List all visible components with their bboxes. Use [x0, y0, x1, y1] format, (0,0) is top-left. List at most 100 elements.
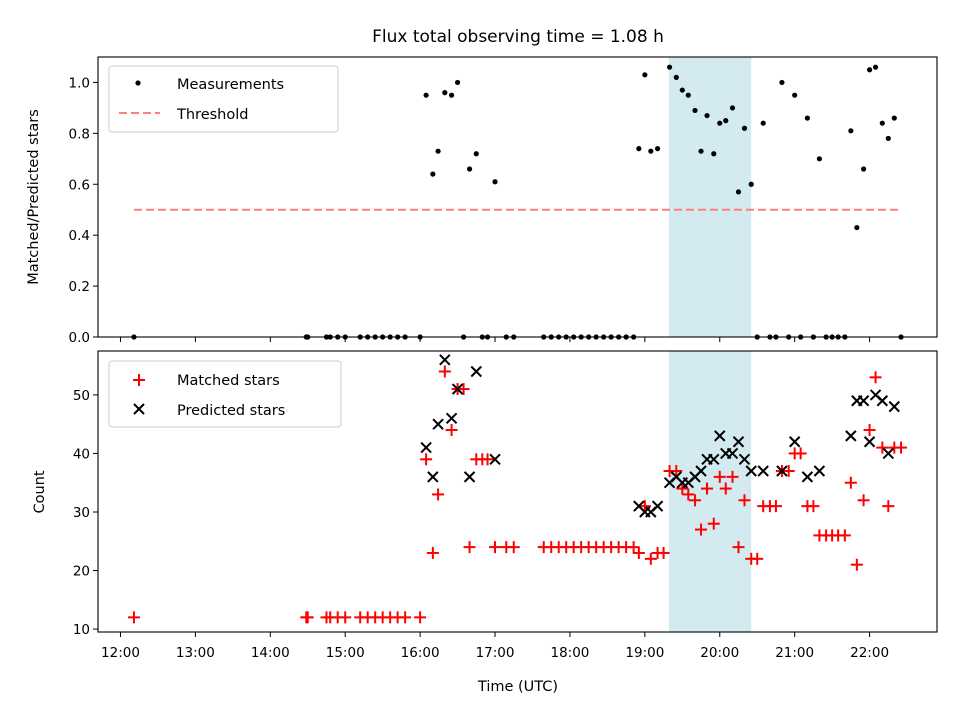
measurement-point [435, 148, 441, 154]
matched-stars-point [719, 482, 732, 495]
predicted-stars-point [788, 436, 801, 448]
measurement-point [492, 179, 498, 185]
predicted-stars-point [863, 436, 876, 448]
predicted-stars-point [732, 436, 745, 448]
predicted-stars-point [439, 354, 451, 366]
measurement-point [860, 166, 867, 172]
bottom-x-tick-label: 22:00 [850, 645, 889, 661]
matched-stars-point [399, 611, 412, 624]
predicted-stars-point [726, 447, 739, 460]
measurement-point [704, 112, 710, 119]
bottom-x-tick-label: 15:00 [326, 645, 365, 661]
bottom-x-tick-label: 13:00 [176, 645, 215, 661]
measurement-point [729, 105, 736, 111]
measurement-point [642, 72, 648, 78]
bottom-legend: Matched stars Predicted stars [108, 360, 342, 428]
matched-stars-point [701, 482, 714, 495]
bottom-y-tick-label: 50 [73, 388, 90, 404]
matched-stars-point [769, 500, 782, 513]
top-panel: 0.0 0.2 0.4 0.6 0.8 1.0 Flux total observing … [26, 27, 938, 346]
bottom-x-tick-label: 17:00 [476, 645, 515, 661]
bottom-x-axis: 12:00 13:00 14:00 15:00 16:00 17:00 18:00 19:00… [101, 632, 889, 661]
matched-stars-point [738, 494, 751, 507]
predicted-stars-point [445, 412, 458, 425]
measurement-point [473, 151, 479, 157]
matched-stars-point [644, 552, 657, 565]
matched-stars-point [481, 453, 494, 466]
measurement-point [442, 90, 448, 96]
measurement-point [891, 115, 897, 121]
matched-stars-point [426, 546, 439, 559]
top-y-tick-label: 0.4 [69, 228, 90, 244]
measurement-point [685, 92, 691, 98]
matched-stars-point [850, 558, 863, 571]
top-y-tick-label: 0.6 [69, 177, 90, 193]
matched-stars-point [869, 371, 882, 384]
bottom-y-tick-label: 20 [73, 564, 90, 580]
matched-stars-point [301, 611, 314, 624]
predicted-stars-point [695, 465, 707, 477]
measurement-point [804, 115, 811, 121]
top-y-tick-label: 1.0 [69, 75, 90, 91]
matched-stars-point [876, 441, 889, 454]
measurement-point [854, 224, 860, 231]
legend-threshold-label: Threshold [176, 107, 248, 123]
matched-stars-point [689, 494, 702, 507]
measurement-point [816, 156, 822, 162]
measurement-point [430, 171, 436, 177]
measurement-point [741, 125, 748, 131]
matched-stars-point [489, 541, 502, 554]
top-y-tick-label: 0.2 [69, 279, 90, 295]
top-legend-box [108, 65, 339, 133]
top-y-tick-label: 0.8 [69, 126, 90, 142]
legend-predicted-label: Predicted stars [177, 403, 285, 419]
bottom-panel: 10 20 30 40 50 12:00 13:00 14:00 15:00 16:00 17:0… [32, 350, 938, 695]
legend-matched-label: Matched stars [177, 373, 280, 389]
predicted-stars-point [463, 471, 476, 483]
matched-stars-point [414, 611, 427, 624]
matched-stars-point [794, 447, 807, 460]
predicted-stars-point [745, 465, 757, 477]
measurement-point [648, 148, 654, 154]
predicted-stars-point [776, 465, 788, 477]
matched-stars-point [682, 488, 695, 501]
bottom-x-tick-label: 20:00 [700, 645, 739, 661]
matched-stars-point [670, 465, 683, 478]
top-chart-title: Flux total observing time = 1.08 h [372, 27, 664, 47]
measurement-point [779, 79, 785, 86]
matched-stars-point [339, 611, 352, 624]
predicted-stars-point [489, 453, 501, 466]
bottom-y-axis: 10 20 30 40 50 [73, 388, 98, 638]
bottom-x-tick-label: 14:00 [251, 645, 290, 661]
predicted-stars-point [888, 400, 901, 413]
predicted-stars-point [451, 383, 464, 395]
predicted-stars-point [714, 430, 726, 442]
bottom-plot-frame [97, 350, 938, 633]
matched-stars-point [445, 424, 458, 437]
matched-stars-point [432, 488, 445, 501]
matched-stars-point [676, 482, 689, 495]
matched-stars-point [632, 546, 645, 559]
measurement-point [711, 151, 717, 157]
matched-stars-point [657, 546, 670, 559]
bottom-x-tick-label: 12:00 [101, 645, 140, 661]
measurement-point [866, 67, 873, 73]
matched-stars-point [713, 470, 726, 483]
matched-stars-point [863, 424, 876, 437]
bottom-x-tick-label: 19:00 [625, 645, 664, 661]
matched-stars-point [420, 453, 433, 466]
predicted-stars-point [876, 395, 889, 407]
matched-stars-point [627, 541, 640, 554]
bottom-legend-box [108, 360, 342, 428]
matched-stars-point [638, 500, 651, 513]
matched-stars-point [838, 529, 851, 542]
bottom-x-tick-label: 18:00 [550, 645, 589, 661]
top-y-tick-label: 0.0 [69, 330, 90, 346]
measurement-point [792, 92, 798, 98]
matched-stars-point [882, 500, 895, 513]
matched-stars-point [782, 465, 795, 478]
measurement-point [466, 166, 473, 172]
matched-stars-point [457, 383, 470, 396]
predicted-stars-point [738, 453, 751, 466]
